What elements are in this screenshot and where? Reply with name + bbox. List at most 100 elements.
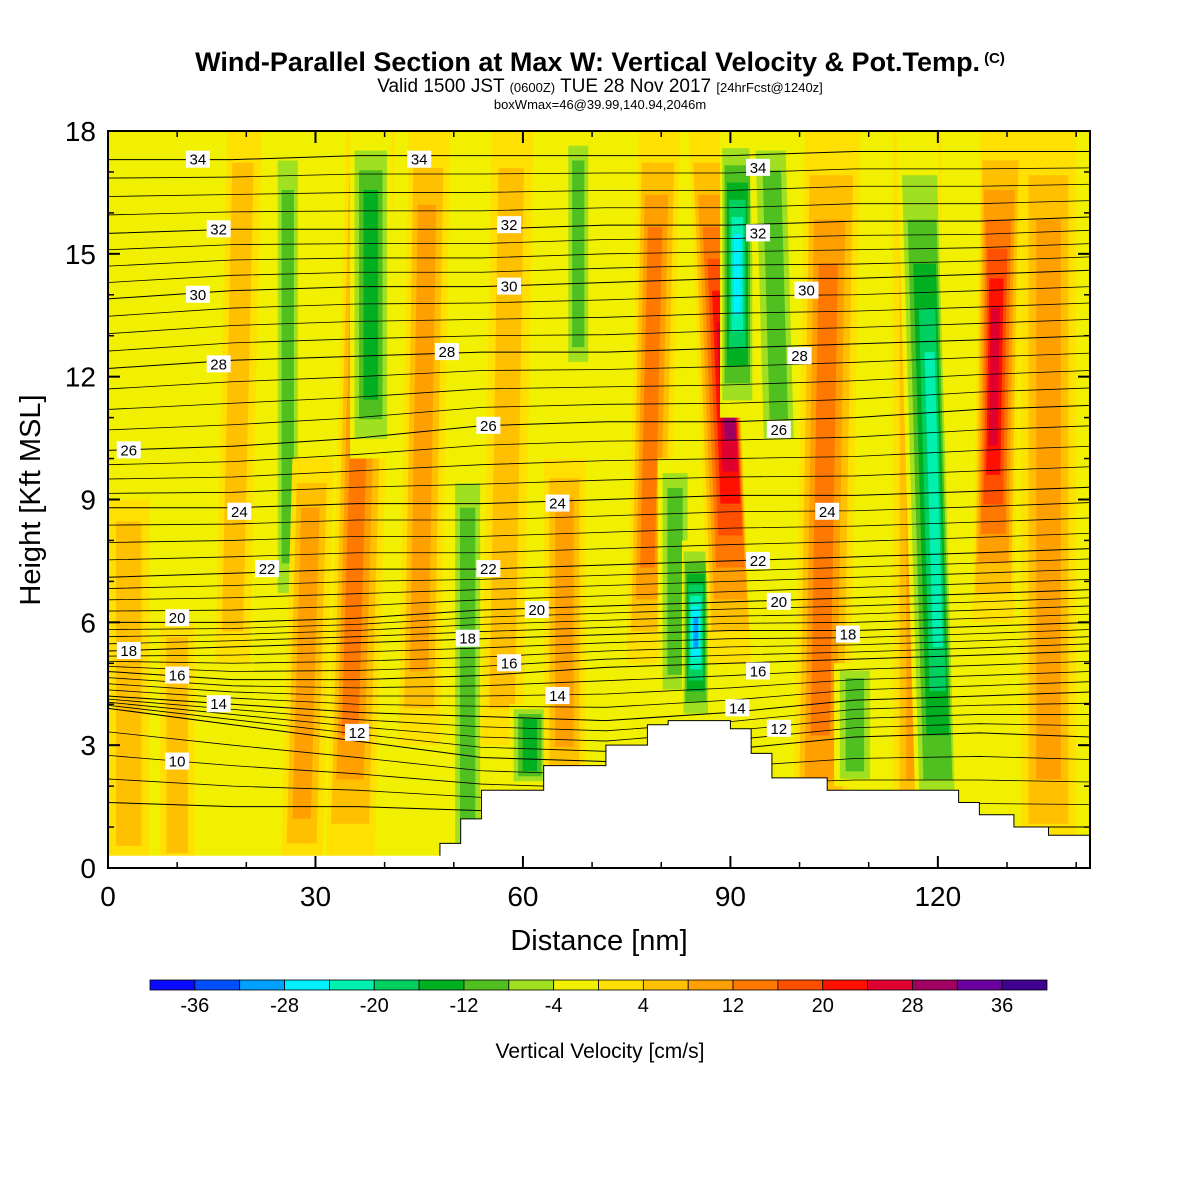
isentrope-label-text: 22 bbox=[750, 553, 767, 570]
velocity-band bbox=[988, 307, 1000, 446]
colorbar-swatch bbox=[553, 979, 599, 991]
velocity-band bbox=[667, 488, 683, 675]
isentrope-label-box bbox=[206, 695, 231, 713]
isentrope-16 bbox=[108, 650, 1090, 681]
isentrope-label-text: 20 bbox=[770, 594, 787, 611]
x-tick-label: 0 bbox=[100, 881, 116, 912]
isentrope-label-text: 14 bbox=[210, 696, 227, 713]
colorbar-swatch bbox=[1001, 979, 1048, 991]
isentrope-label: 22 bbox=[746, 551, 771, 570]
isentrope-minor bbox=[108, 643, 1090, 672]
velocity-band bbox=[363, 189, 379, 400]
isentrope-label-box bbox=[206, 220, 231, 238]
isentrope-label-text: 24 bbox=[819, 504, 836, 521]
isentrope-label: 22 bbox=[476, 560, 501, 578]
colorbar-swatch bbox=[418, 979, 465, 991]
box-info: boxWmax=46@39.99,140.94,2046m bbox=[493, 97, 707, 112]
isentrope-label-text: 26 bbox=[480, 418, 497, 435]
isentrope-26 bbox=[108, 404, 1090, 451]
velocity-band bbox=[640, 226, 663, 568]
isentrope-label: 12 bbox=[344, 723, 369, 742]
velocity-band bbox=[572, 160, 585, 348]
isentrope-28 bbox=[108, 335, 1090, 369]
isentrope-label: 18 bbox=[455, 629, 480, 648]
isentrope-label: 26 bbox=[766, 420, 791, 439]
isentrope-label-box bbox=[185, 150, 210, 168]
isentrope-label-text: 10 bbox=[169, 754, 186, 771]
colorbar-swatch bbox=[912, 979, 958, 991]
isentrope-label-text: 24 bbox=[231, 504, 248, 521]
isentrope-label: 28 bbox=[787, 347, 812, 365]
isentrope-30 bbox=[108, 269, 1090, 300]
isentrope-label-box bbox=[206, 355, 231, 373]
isentrope-label-text: 32 bbox=[210, 221, 227, 238]
isentrope-label-text: 14 bbox=[729, 700, 746, 717]
isentrope-label: 28 bbox=[206, 355, 231, 373]
isentrope-label: 16 bbox=[746, 662, 771, 680]
colorbar-tick-label: 20 bbox=[812, 995, 834, 1017]
isentrope-label-text: 22 bbox=[480, 561, 497, 578]
velocity-band bbox=[924, 352, 943, 647]
isentrope-label-text: 18 bbox=[840, 627, 857, 644]
isentrope-label: 32 bbox=[746, 224, 771, 242]
isentrope-label: 34 bbox=[407, 150, 432, 169]
colorbar-swatch bbox=[822, 979, 868, 991]
isentrope-label-box bbox=[766, 592, 791, 610]
x-axis-label: Distance [nm] bbox=[510, 925, 687, 957]
velocity-band bbox=[1036, 219, 1061, 780]
isentrope-minor bbox=[108, 318, 1090, 352]
isentrope-minor bbox=[108, 629, 1090, 657]
isentrope-minor bbox=[108, 425, 1090, 466]
isentrope-minor bbox=[108, 167, 1090, 179]
isentrope-label-box bbox=[746, 158, 771, 176]
isentrope-minor bbox=[108, 698, 1090, 732]
isentrope-label-text: 26 bbox=[770, 422, 787, 439]
isentrope-label: 24 bbox=[227, 502, 252, 521]
isentrope-label: 14 bbox=[725, 699, 750, 717]
isentrope-minor bbox=[108, 387, 1090, 431]
isentrope-label: 26 bbox=[116, 441, 141, 459]
isentrope-minor bbox=[108, 701, 1090, 742]
isentrope-label-box bbox=[766, 420, 791, 438]
valid-time-line: Valid 1500 JST (0600Z) TUE 28 Nov 2017 [… bbox=[0, 77, 1200, 98]
valid-prefix: Valid 1500 JST bbox=[377, 76, 505, 97]
colorbar-tick-label: 36 bbox=[991, 995, 1013, 1017]
isentrope-34 bbox=[108, 150, 1090, 161]
isentrope-minor bbox=[108, 660, 1090, 689]
isentrope-minor bbox=[108, 517, 1090, 543]
isentrope-label-text: 16 bbox=[169, 668, 186, 685]
isentrope-32 bbox=[108, 216, 1090, 234]
y-tick-label: 0 bbox=[80, 853, 96, 884]
isentrope-label-box bbox=[746, 551, 771, 569]
isentrope-label: 20 bbox=[165, 609, 190, 627]
y-tick-label: 3 bbox=[80, 730, 96, 761]
isentrope-label-text: 30 bbox=[798, 283, 815, 300]
isentrope-minor bbox=[108, 302, 1090, 335]
colorbar-tick-label: 12 bbox=[722, 995, 744, 1017]
isentrope-minor bbox=[108, 256, 1090, 283]
plot-area: 34 34 34 32 32 32 30 30 30 28 28 28 26 26 26 24 24 24 22 22… bbox=[108, 131, 1090, 868]
y-tick-label: 12 bbox=[65, 362, 96, 393]
colorbar-swatch bbox=[508, 979, 555, 991]
colorbar-swatch bbox=[732, 979, 779, 991]
y-tick-label: 18 bbox=[65, 116, 96, 147]
isentrope-label-box bbox=[835, 625, 860, 643]
isentrope-label-box bbox=[545, 494, 570, 512]
valid-date: TUE 28 Nov 2017 bbox=[560, 76, 712, 97]
y-axis-label: Height [Kft MSL] bbox=[15, 394, 47, 605]
isentrope-label-text: 28 bbox=[791, 348, 808, 365]
isentrope-18 bbox=[108, 621, 1090, 652]
isentrope-label-box bbox=[746, 224, 771, 242]
velocity-band bbox=[555, 497, 574, 747]
isentrope-label-box bbox=[434, 343, 459, 361]
isentrope-label-text: 22 bbox=[259, 561, 276, 578]
isentrope-label-box bbox=[476, 416, 501, 434]
isentrope-minor bbox=[108, 613, 1090, 645]
isentrope-label-text: 34 bbox=[750, 160, 767, 177]
isentrope-minor bbox=[108, 229, 1090, 251]
isentrope-label-text: 18 bbox=[120, 643, 137, 660]
isentrope-label-box bbox=[815, 502, 840, 520]
isentrope-label-text: 20 bbox=[169, 610, 186, 627]
copyright-mark: (C) bbox=[984, 50, 1005, 67]
isentrope-minor bbox=[108, 532, 1090, 561]
